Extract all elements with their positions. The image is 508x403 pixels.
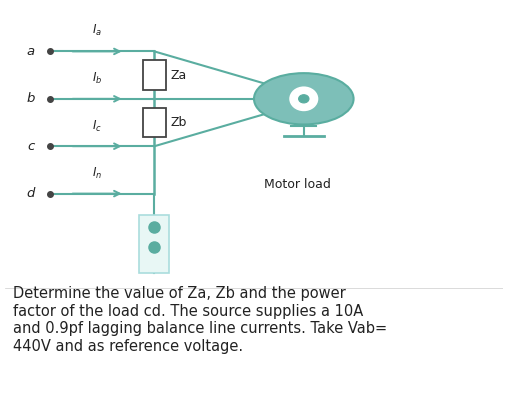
Text: Motor load: Motor load: [264, 178, 331, 191]
Text: Determine the value of Za, Zb and the power
factor of the load cd. The source su: Determine the value of Za, Zb and the po…: [13, 287, 387, 353]
Text: d: d: [26, 187, 35, 200]
Text: Zb: Zb: [171, 116, 187, 129]
Bar: [143, 108, 166, 137]
Text: $I_b$: $I_b$: [92, 71, 102, 86]
Text: Za: Za: [171, 69, 187, 82]
Text: $I_c$: $I_c$: [92, 118, 102, 133]
Bar: [140, 215, 169, 272]
Text: c: c: [28, 140, 35, 153]
Ellipse shape: [290, 87, 318, 110]
Ellipse shape: [254, 73, 354, 125]
Circle shape: [299, 95, 309, 103]
Text: a: a: [27, 45, 35, 58]
Text: $I_a$: $I_a$: [92, 23, 102, 37]
Bar: [143, 60, 166, 90]
Text: b: b: [26, 92, 35, 105]
Text: $I_n$: $I_n$: [92, 166, 102, 181]
